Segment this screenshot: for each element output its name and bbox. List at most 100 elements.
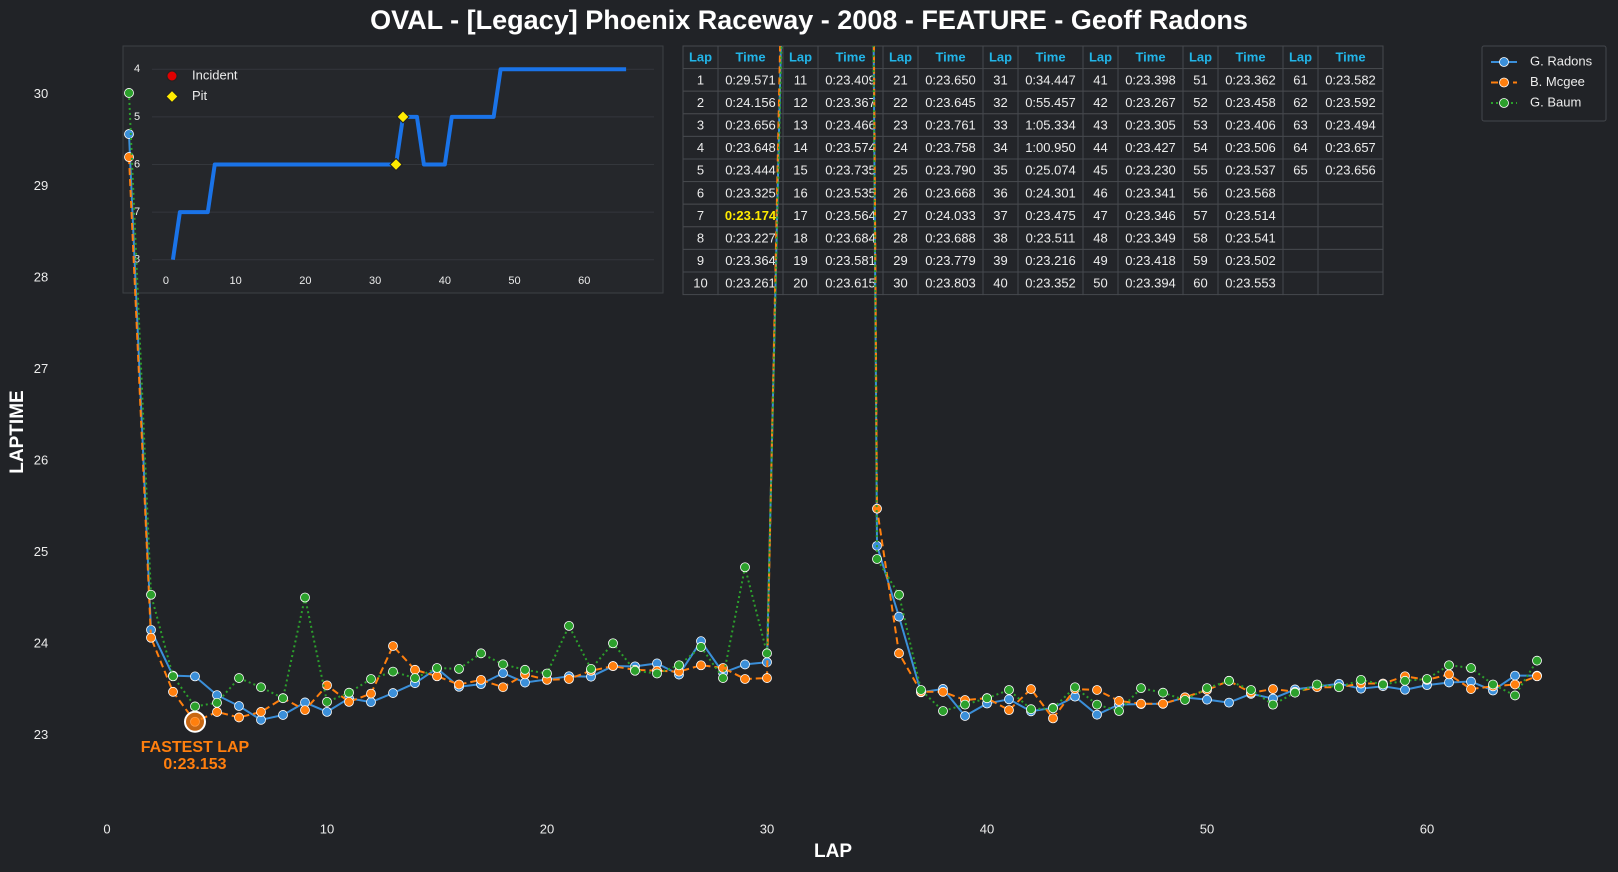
x-axis-label: LAP xyxy=(814,841,852,862)
table-header: Lap xyxy=(689,50,712,65)
y-tick-label: 26 xyxy=(34,452,48,467)
table-lap: 1 xyxy=(697,72,704,87)
x-tick-label: 40 xyxy=(980,821,994,836)
data-point xyxy=(1114,706,1124,716)
y-tick-label: 5 xyxy=(134,111,140,123)
table-lap: 43 xyxy=(1093,118,1107,133)
data-point xyxy=(1092,709,1102,720)
y-tick-label: 24 xyxy=(34,636,48,651)
data-point xyxy=(124,129,134,139)
table-time: 0:23.541 xyxy=(1225,231,1276,246)
table-time: 0:23.506 xyxy=(1225,140,1276,155)
data-point xyxy=(1510,690,1520,701)
y-tick-label: 6 xyxy=(134,158,140,170)
data-point xyxy=(366,688,376,699)
data-point xyxy=(1246,685,1256,695)
data-point xyxy=(190,701,200,712)
table-cell xyxy=(1317,226,1384,250)
data-point xyxy=(1510,679,1520,690)
data-point xyxy=(1466,663,1476,673)
table-lap: 36 xyxy=(993,185,1007,200)
data-point xyxy=(454,664,464,674)
data-point xyxy=(740,674,750,684)
table-lap: 47 xyxy=(1093,208,1107,223)
table-time: 0:23.511 xyxy=(1026,231,1076,246)
table-time: 0:23.574 xyxy=(825,140,876,155)
data-point xyxy=(1268,684,1278,694)
table-time: 1:05.334 xyxy=(1025,118,1076,133)
table-time: 0:23.779 xyxy=(925,253,976,268)
table-time: 0:23.645 xyxy=(925,95,976,110)
table-lap: 52 xyxy=(1193,95,1207,110)
data-point xyxy=(938,706,948,716)
data-point xyxy=(432,671,442,682)
data-point xyxy=(234,673,244,683)
table-time: 0:23.648 xyxy=(725,140,776,155)
table-lap: 4 xyxy=(697,140,704,155)
data-point xyxy=(586,664,596,674)
data-point xyxy=(1202,683,1212,694)
table-lap: 58 xyxy=(1193,231,1207,246)
x-tick-label: 60 xyxy=(1420,821,1434,836)
data-point xyxy=(1532,655,1542,666)
data-point xyxy=(1312,679,1322,690)
table-lap: 16 xyxy=(793,185,807,200)
table-time: 0:23.803 xyxy=(925,276,976,291)
plot-area xyxy=(124,46,1542,727)
data-point xyxy=(212,707,222,717)
data-point xyxy=(564,620,574,631)
table-time: 0:23.216 xyxy=(1025,253,1076,268)
table-lap: 33 xyxy=(993,118,1007,133)
table-lap: 37 xyxy=(993,208,1007,223)
table-time: 0:23.418 xyxy=(1125,253,1176,268)
table-header: Lap xyxy=(1089,50,1112,65)
x-tick-label: 10 xyxy=(230,275,242,287)
data-point xyxy=(1158,698,1168,709)
x-tick-label: 20 xyxy=(540,821,554,836)
data-point xyxy=(740,562,750,573)
data-point xyxy=(256,682,266,693)
table-lap: 61 xyxy=(1293,72,1307,87)
data-point xyxy=(344,696,354,707)
table-lap: 28 xyxy=(893,231,907,246)
data-point xyxy=(190,671,200,682)
plot-area xyxy=(170,67,627,261)
series-line xyxy=(170,67,627,261)
data-point xyxy=(938,686,948,697)
table-time: 0:23.582 xyxy=(1325,72,1376,87)
table-lap: 39 xyxy=(993,253,1007,268)
y-tick-label: 30 xyxy=(34,86,48,101)
table-lap: 12 xyxy=(793,95,807,110)
data-point xyxy=(498,659,508,670)
table-lap: 55 xyxy=(1193,163,1207,178)
table-lap: 50 xyxy=(1093,276,1107,291)
x-tick-label: 30 xyxy=(369,275,381,287)
legend-label: G. Baum xyxy=(1530,94,1581,109)
data-point xyxy=(1092,685,1102,695)
table-time: 0:23.656 xyxy=(1325,163,1376,178)
table-lap: 38 xyxy=(993,231,1007,246)
data-point xyxy=(894,611,904,622)
legend-label: Pit xyxy=(192,88,208,103)
data-point xyxy=(124,88,134,98)
data-point xyxy=(168,671,178,682)
data-point xyxy=(696,642,706,652)
table-cell xyxy=(1282,226,1319,250)
table-cell xyxy=(1317,181,1384,205)
table-time: 0:23.364 xyxy=(725,253,776,268)
table-time: 0:23.267 xyxy=(1125,95,1176,110)
table-header: Time xyxy=(1335,50,1365,65)
table-lap: 23 xyxy=(893,118,907,133)
data-point xyxy=(894,589,904,600)
data-point xyxy=(278,710,288,720)
table-time: 1:00.950 xyxy=(1025,140,1076,155)
legend-label: B. Mcgee xyxy=(1530,74,1585,89)
table-lap: 60 xyxy=(1193,276,1207,291)
data-point xyxy=(564,674,574,684)
table-lap: 63 xyxy=(1293,118,1307,133)
data-point xyxy=(1026,684,1036,694)
table-header: Time xyxy=(1135,50,1165,65)
data-point xyxy=(1400,675,1410,686)
y-tick-label: 23 xyxy=(34,727,48,742)
data-point xyxy=(388,641,398,651)
